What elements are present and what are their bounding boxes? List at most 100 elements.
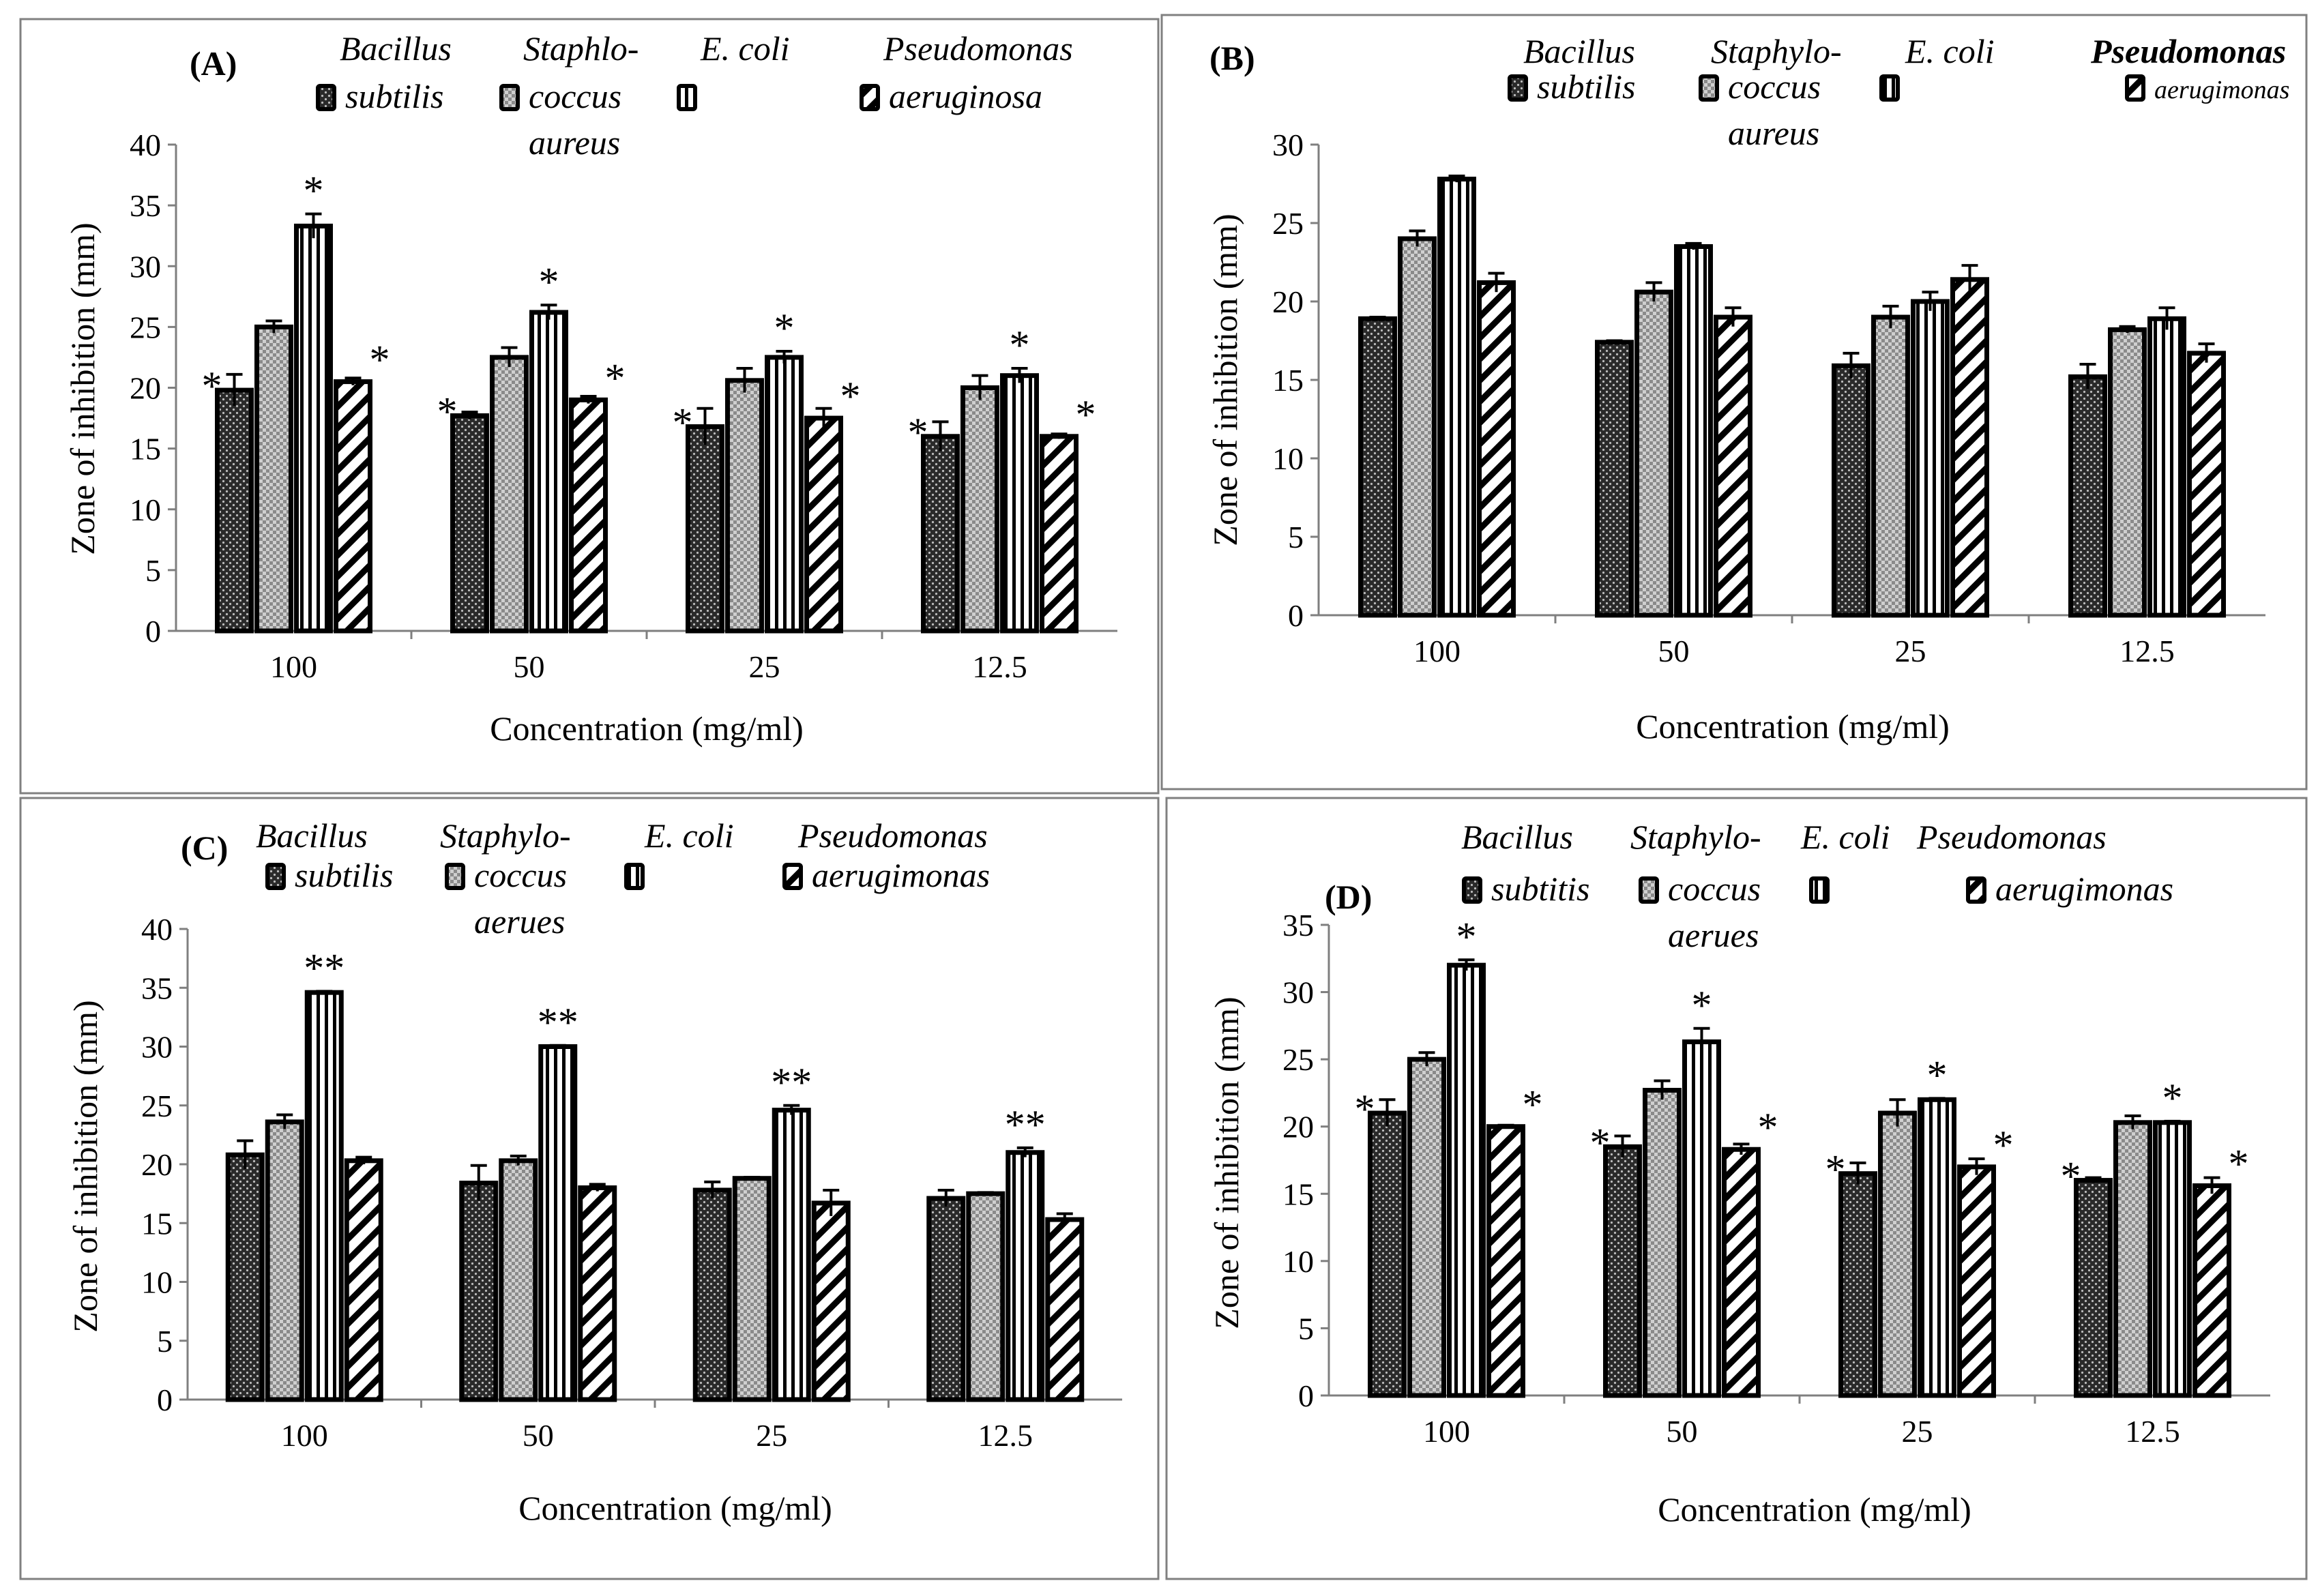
panel-a-sig-s3-c2: * xyxy=(539,259,559,304)
panel-d-bar-s2-c3 xyxy=(1878,1110,1917,1398)
panel-a-bar-s1-c4 xyxy=(921,434,960,634)
panel-c-legend-label-4-line-1: Pseudomonas xyxy=(797,816,988,855)
panel-b-bar-s4-c4 xyxy=(2187,351,2226,618)
panel-a-x-tick-label-25: 25 xyxy=(749,649,780,684)
panel-a-legend-label-2-line-3: aureus xyxy=(529,123,620,162)
panel-d-legend-label-2-line-3: aerues xyxy=(1668,916,1759,954)
panel-c-sig-s3-c1: ** xyxy=(304,945,344,990)
panel-b-legend-label-1-line-1: Bacillus xyxy=(1523,32,1635,70)
panel-b-y-tick-label-25: 25 xyxy=(1272,206,1304,241)
panel-b-x-axis-title: Concentration (mg/ml) xyxy=(1636,707,1950,745)
panel-b-bar-s1-c2 xyxy=(1595,340,1634,618)
panel-b-x-tick-label-50: 50 xyxy=(1658,634,1690,668)
panel-a-bar-s2-c1 xyxy=(254,324,293,634)
panel-c-bar-s3-c4 xyxy=(1006,1150,1045,1402)
panel-c-y-tick-label-30: 30 xyxy=(141,1030,173,1065)
panel-d-legend-swatch-2 xyxy=(1639,876,1659,904)
panel-a-bar-s2-c4 xyxy=(960,385,999,634)
panel-d-y-axis-title: Zone of inhibition (mm) xyxy=(1207,996,1246,1329)
panel-b-legend-swatch-3 xyxy=(1879,74,1900,102)
panel-a: (A) Bacillus subtilis Staphlo-coccus aureus… xyxy=(19,18,1160,795)
panel-d-bar-s3-c1 xyxy=(1447,962,1486,1398)
panel-d-sig-s4-c4: * xyxy=(2229,1141,2249,1186)
panel-b-y-tick-label-15: 15 xyxy=(1272,363,1304,398)
panel-b-legend-label-2-line-1: Staphylo- xyxy=(1711,32,1842,70)
panel-a-label: (A) xyxy=(190,44,237,83)
panel-c-bar-s1-c2 xyxy=(459,1181,499,1402)
panel-d-sig-s3-c2: * xyxy=(1692,983,1712,1028)
panel-d-sig-s1-c1: * xyxy=(1355,1087,1375,1132)
panel-b-bar-s4-c2 xyxy=(1714,314,1752,618)
panel-d-legend-swatch-4 xyxy=(1966,876,1986,904)
panel-a-y-tick-label-0: 0 xyxy=(145,614,161,649)
panel-c-legend-label-1-line-2: subtilis xyxy=(295,856,393,894)
panel-a-sig-s4-c4: * xyxy=(1076,392,1096,437)
panel-a-sig-s3-c4: * xyxy=(1010,323,1030,368)
panel-d-bar-s3-c3 xyxy=(1918,1097,1956,1398)
panel-d-sig-s1-c3: * xyxy=(1825,1147,1846,1192)
panel-a-y-tick-label-30: 30 xyxy=(130,249,161,284)
panel-c-legend-label-2-line-1: Staphylo- xyxy=(440,816,571,855)
panel-a-x-tick-label-50: 50 xyxy=(514,649,545,684)
panel-a-sig-s3-c1: * xyxy=(304,168,324,213)
panel-a-y-tick-label-15: 15 xyxy=(130,432,161,467)
panel-d-sig-s3-c4: * xyxy=(2162,1076,2183,1121)
panel-a-x-tick-label-100: 100 xyxy=(270,649,317,684)
panel-c-sig-s3-c3: ** xyxy=(771,1060,812,1105)
panel-b-legend-label-3-line-1: E. coli xyxy=(1905,32,1995,70)
panel-d-x-tick-label-50: 50 xyxy=(1667,1414,1698,1449)
panel-c-legend-swatch-3 xyxy=(624,863,645,890)
panel-b-bar-s3-c4 xyxy=(2147,316,2186,618)
panel-c-bar-s3-c2 xyxy=(538,1044,578,1402)
panel-b-bar-s2-c3 xyxy=(1871,314,1910,618)
panel-d-label: (D) xyxy=(1325,878,1372,916)
panel-d-y-tick-label-25: 25 xyxy=(1282,1042,1314,1077)
panel-b-legend-label-4-line-2: aerugimonas xyxy=(2154,76,2289,104)
panel-d-bar-s1-c1 xyxy=(1368,1110,1407,1398)
panel-a-bar-s4-c1 xyxy=(334,379,372,634)
panel-a-plot: 0 5 10 15 20 25 30 35 40 100 * * * 50 * * * 25 * * * 12.5 * * * xyxy=(130,128,1117,684)
panel-a-bar-s4-c3 xyxy=(804,415,843,634)
panel-d-y-tick-label-0: 0 xyxy=(1298,1378,1314,1413)
panel-a-sig-s4-c1: * xyxy=(370,338,390,383)
panel-d-bar-s2-c1 xyxy=(1407,1056,1446,1398)
panel-a-sig-s3-c3: * xyxy=(774,306,795,351)
panel-c-x-tick-label-12.5: 12.5 xyxy=(978,1418,1033,1453)
panel-a-bar-s3-c2 xyxy=(529,310,568,634)
panel-d-sig-s1-c4: * xyxy=(2061,1154,2081,1199)
panel-c-bar-s3-c1 xyxy=(304,990,344,1402)
panel-c-legend-swatch-4 xyxy=(782,863,803,890)
panel-c-x-tick-label-25: 25 xyxy=(756,1418,787,1453)
panel-d-sig-s3-c3: * xyxy=(1927,1052,1948,1097)
panel-a-bar-s3-c1 xyxy=(294,223,333,634)
panel-c-y-tick-label-0: 0 xyxy=(157,1383,173,1417)
panel-a-sig-s1-c1: * xyxy=(202,364,222,409)
panel-b-legend-label-4-line-1: Pseudomonas xyxy=(2090,32,2286,70)
panel-c-y-tick-label-15: 15 xyxy=(141,1206,173,1241)
panel-d-bar-s2-c2 xyxy=(1643,1087,1682,1398)
panel-c-legend-swatch-2 xyxy=(445,863,465,890)
panel-d-x-axis-title: Concentration (mg/ml) xyxy=(1658,1490,1971,1528)
panel-c-legend-label-2-line-3: aerues xyxy=(474,902,565,941)
panel-b-bar-s3-c1 xyxy=(1437,177,1476,618)
panel-d-bar-s1-c4 xyxy=(2074,1178,2113,1398)
panel-d-bar-s1-c2 xyxy=(1603,1144,1642,1398)
panel-a-y-tick-label-35: 35 xyxy=(130,188,161,223)
panel-a-legend-label-4-line-2: aeruginosa xyxy=(889,77,1042,115)
panel-d-x-tick-label-100: 100 xyxy=(1423,1414,1470,1449)
panel-b-bar-s4-c3 xyxy=(1950,277,1989,618)
panel-b-legend-swatch-1 xyxy=(1508,74,1528,102)
panel-b-bar-s2-c1 xyxy=(1398,236,1437,618)
panel-a-y-tick-label-5: 5 xyxy=(145,553,161,588)
panel-c-legend-label-2-line-2: coccus xyxy=(474,856,567,894)
panel-d-sig-s4-c3: * xyxy=(1993,1123,2014,1168)
panel-a-x-tick-label-12.5: 12.5 xyxy=(972,649,1027,684)
panel-a-bar-s1-c1 xyxy=(215,387,254,634)
panel-c-x-axis-title: Concentration (mg/ml) xyxy=(518,1489,832,1527)
panel-d-bar-s2-c4 xyxy=(2113,1120,2152,1398)
panel-b-y-axis-title: Zone of inhibition (mm) xyxy=(1206,213,1244,546)
panel-a-sig-s4-c3: * xyxy=(840,374,861,419)
